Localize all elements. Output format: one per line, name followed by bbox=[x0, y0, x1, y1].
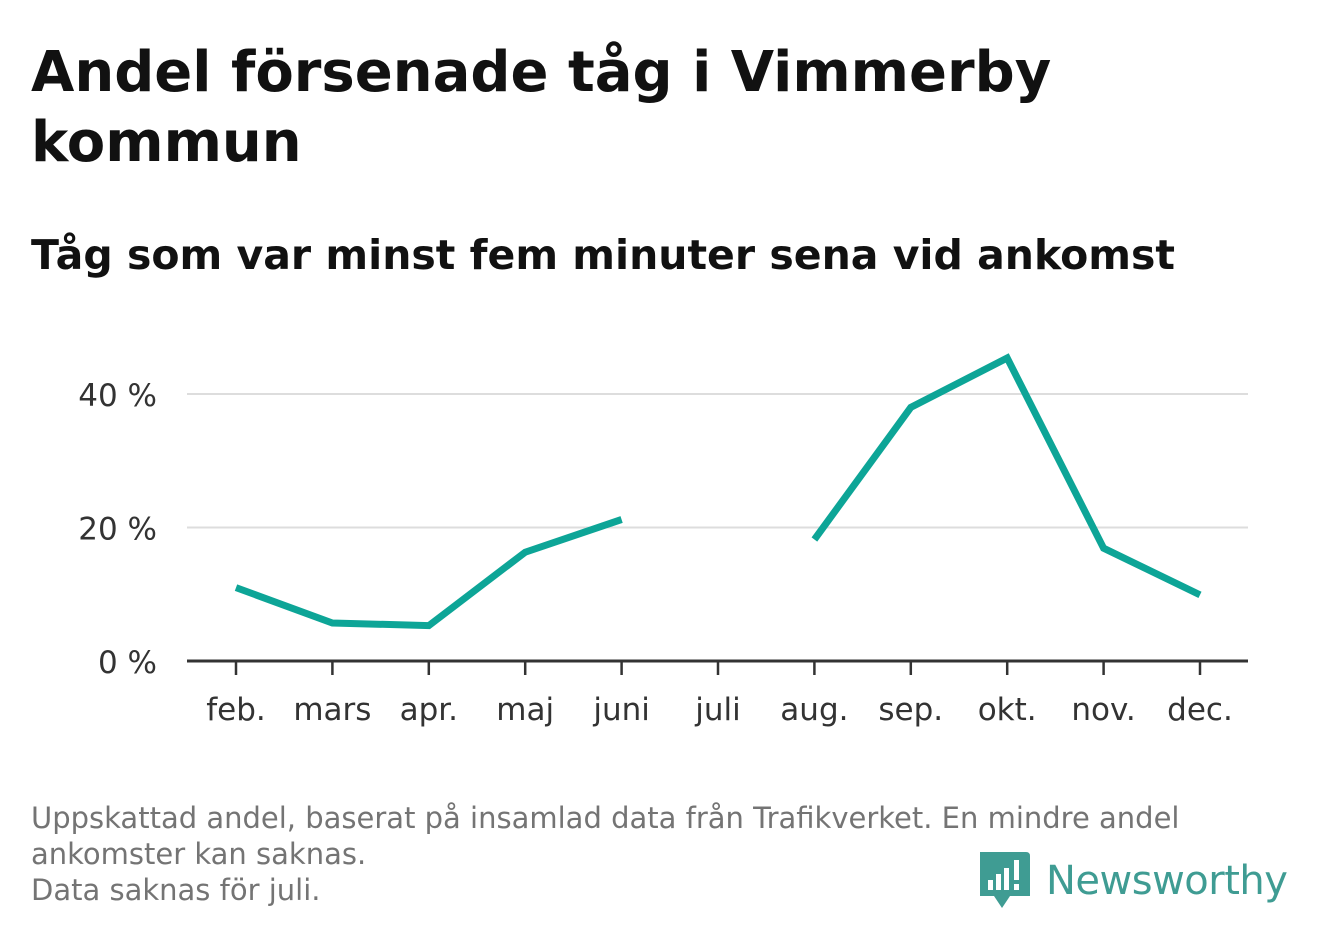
y-tick-label-0: 0 % bbox=[98, 645, 157, 681]
chart-subtitle: Tåg som var minst fem minuter sena vid a… bbox=[31, 231, 1176, 279]
brand-name: Newsworthy bbox=[1046, 858, 1288, 904]
series-line-segment-0-0 bbox=[234, 516, 623, 630]
gridlines bbox=[187, 393, 1248, 529]
chart-title: Andel försenade tåg i Vimmerby kommun bbox=[31, 40, 1052, 175]
x-tick-label-7: sep. bbox=[878, 692, 943, 728]
x-tick-label-10: dec. bbox=[1167, 692, 1233, 728]
x-tick-label-1: mars bbox=[293, 692, 371, 728]
x-tick-label-3: maj bbox=[496, 692, 554, 728]
x-tick-label-8: okt. bbox=[978, 692, 1037, 728]
y-tick-label-20: 20 % bbox=[78, 512, 157, 548]
footnote: Uppskattad andel, baserat på insamlad da… bbox=[31, 800, 1180, 908]
x-tick-label-2: apr. bbox=[400, 692, 458, 728]
brand-logo: Newsworthy bbox=[980, 850, 1288, 912]
x-tick-label-4: juni bbox=[592, 692, 650, 728]
footnote-line-3: Data saknas för juli. bbox=[31, 873, 321, 907]
x-tick-label-9: nov. bbox=[1071, 692, 1135, 728]
line-chart: 0 % 20 % 40 % feb. mars apr. maj juni juli aug. s… bbox=[78, 353, 1248, 728]
x-tick-label-5: juli bbox=[694, 692, 741, 728]
x-tick-label-6: aug. bbox=[780, 692, 848, 728]
x-axis-ticks: feb. mars apr. maj juni juli aug. sep. okt. nov. d… bbox=[206, 661, 1233, 728]
y-tick-label-40: 40 % bbox=[78, 378, 157, 414]
series-line-segment-0-1 bbox=[811, 353, 1202, 599]
footnote-line-2: ankomster kan saknas. bbox=[31, 837, 367, 871]
series-lines bbox=[234, 353, 1202, 630]
newsworthy-logo-icon bbox=[980, 852, 1030, 908]
x-tick-label-0: feb. bbox=[206, 692, 266, 728]
y-axis-tick-labels: 0 % 20 % 40 % bbox=[78, 378, 157, 681]
footnote-line-1: Uppskattad andel, baserat på insamlad da… bbox=[31, 801, 1180, 835]
